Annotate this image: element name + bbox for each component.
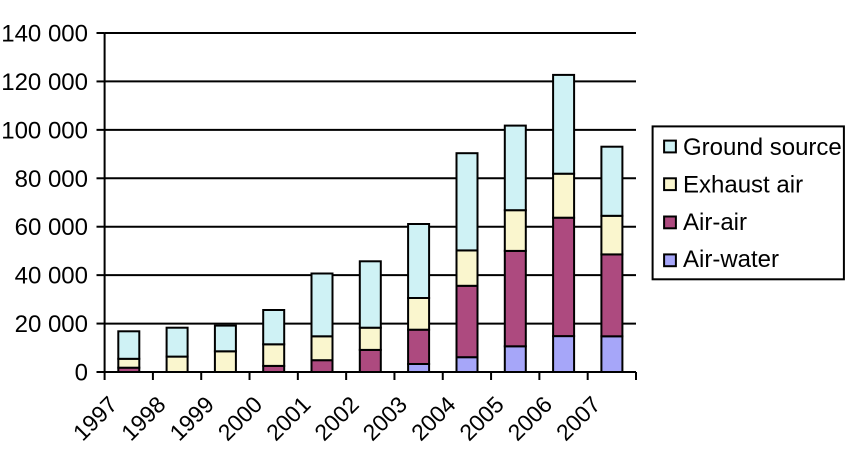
svg-text:40 000: 40 000	[15, 263, 88, 290]
svg-text:60 000: 60 000	[15, 214, 88, 241]
svg-text:20 000: 20 000	[15, 311, 88, 338]
svg-text:Exhaust air: Exhaust air	[683, 171, 803, 198]
svg-text:Air-air: Air-air	[683, 209, 747, 236]
svg-text:80 000: 80 000	[15, 166, 88, 193]
svg-text:0: 0	[75, 360, 88, 387]
svg-text:Air-water: Air-water	[683, 246, 779, 273]
svg-text:100 000: 100 000	[1, 117, 88, 144]
svg-text:120 000: 120 000	[1, 69, 88, 96]
svg-text:Ground source: Ground source	[683, 134, 842, 161]
svg-text:140 000: 140 000	[1, 21, 88, 48]
